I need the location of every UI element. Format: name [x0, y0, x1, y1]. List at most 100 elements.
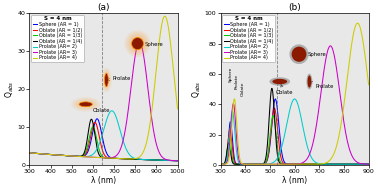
Prolate (AR= 3) — [366, 163, 371, 165]
Sphere (AR = 1) — [366, 163, 371, 165]
Sphere (AR = 1) — [364, 163, 368, 165]
Circle shape — [128, 34, 147, 53]
Oblate (AR = 1/3) — [175, 160, 180, 162]
Oblate (AR = 1/3) — [364, 163, 368, 165]
Oblate (AR = 1/4) — [44, 153, 48, 155]
Line: Oblate (AR = 1/4): Oblate (AR = 1/4) — [29, 119, 178, 161]
Oblate (AR = 1/3) — [366, 163, 371, 165]
Prolate (AR= 4) — [347, 56, 352, 58]
Prolate (AR= 3) — [27, 152, 32, 154]
Circle shape — [130, 36, 145, 52]
Ellipse shape — [102, 69, 111, 91]
Prolate (AR= 3) — [44, 153, 48, 155]
Prolate (AR= 4) — [129, 158, 133, 160]
Text: Sphere: Sphere — [229, 66, 233, 82]
Prolate (AR= 4) — [163, 15, 167, 17]
Prolate (AR= 3) — [90, 156, 95, 158]
Ellipse shape — [270, 77, 290, 86]
Prolate (AR= 4) — [282, 163, 286, 165]
Legend: Sphere (AR = 1), Oblate (AR = 1/2), Oblate (AR = 1/3), Oblate (AR = 1/4), Prolat: Sphere (AR = 1), Oblate (AR = 1/2), Obla… — [31, 15, 84, 62]
Sphere (AR = 1) — [172, 159, 177, 162]
Sphere (AR = 1) — [175, 160, 180, 162]
Prolate (AR= 4) — [244, 163, 248, 165]
Oblate (AR = 1/4) — [218, 163, 223, 165]
Oblate (AR = 1/4) — [27, 152, 32, 154]
Prolate (AR= 4) — [275, 163, 280, 165]
Oblate (AR = 1/3) — [53, 154, 57, 156]
Legend: Sphere (AR = 1), Oblate (AR = 1/2), Oblate (AR = 1/3), Oblate (AR = 1/4), Prolat: Sphere (AR = 1), Oblate (AR = 1/2), Obla… — [222, 15, 275, 62]
Ellipse shape — [101, 68, 112, 92]
Prolate (AR= 4) — [44, 153, 48, 155]
Circle shape — [291, 47, 307, 62]
Prolate (AR= 3) — [172, 159, 177, 162]
Prolate (AR= 4) — [27, 152, 32, 154]
Sphere (AR = 1) — [244, 163, 248, 165]
Prolate (AR= 3) — [175, 160, 180, 162]
Oblate (AR = 1/4) — [244, 163, 248, 165]
Oblate (AR = 1/3) — [243, 163, 247, 165]
Prolate (AR= 4) — [364, 61, 368, 63]
Oblate (AR = 1/4) — [270, 87, 274, 89]
Oblate (AR = 1/2) — [27, 152, 32, 154]
Oblate (AR = 1/2) — [90, 126, 95, 129]
Ellipse shape — [273, 79, 287, 84]
Sphere (AR = 1) — [275, 108, 280, 111]
Oblate (AR = 1/2) — [348, 163, 352, 165]
Ellipse shape — [103, 70, 110, 89]
Prolate (AR= 2) — [27, 152, 32, 154]
Ellipse shape — [75, 99, 96, 109]
Oblate (AR = 1/4) — [364, 163, 368, 165]
Prolate (AR= 2) — [90, 153, 95, 156]
Prolate (AR= 2) — [110, 110, 114, 112]
Oblate (AR = 1/2) — [282, 162, 286, 165]
Oblate (AR = 1/2) — [84, 152, 88, 154]
Sphere (AR = 1) — [273, 98, 277, 100]
Prolate (AR= 3) — [328, 45, 333, 47]
Y-axis label: Q$_{abs}$: Q$_{abs}$ — [191, 80, 203, 98]
Sphere (AR = 1) — [95, 118, 99, 120]
Oblate (AR = 1/2) — [244, 163, 248, 165]
Prolate (AR= 2) — [175, 160, 180, 162]
Oblate (AR = 1/3) — [90, 126, 95, 128]
Prolate (AR= 4) — [218, 163, 223, 165]
Oblate (AR = 1/2) — [156, 159, 161, 161]
Line: Sphere (AR = 1): Sphere (AR = 1) — [220, 99, 369, 164]
Oblate (AR = 1/3) — [218, 163, 223, 165]
X-axis label: λ (nm): λ (nm) — [282, 176, 307, 185]
Oblate (AR = 1/2) — [364, 163, 368, 165]
Oblate (AR = 1/3) — [282, 163, 286, 165]
Prolate (AR= 2) — [156, 159, 161, 161]
Prolate (AR= 3) — [235, 147, 240, 150]
Oblate (AR = 1/4) — [348, 163, 352, 165]
Oblate (AR = 1/4) — [282, 163, 286, 165]
Prolate (AR= 3) — [348, 149, 352, 152]
Oblate (AR = 1/4) — [89, 118, 94, 120]
Prolate (AR= 4) — [254, 163, 259, 165]
Oblate (AR = 1/3) — [156, 159, 161, 161]
Oblate (AR = 1/2) — [172, 159, 177, 162]
Ellipse shape — [307, 74, 312, 89]
Circle shape — [132, 38, 144, 50]
Sphere (AR = 1) — [282, 160, 286, 162]
Prolate (AR= 2) — [53, 154, 57, 156]
Line: Prolate (AR= 3): Prolate (AR= 3) — [29, 42, 178, 161]
Oblate (AR = 1/4) — [242, 163, 246, 165]
Oblate (AR = 1/2) — [301, 163, 306, 165]
Oblate (AR = 1/3) — [275, 146, 280, 149]
Oblate (AR = 1/2) — [175, 160, 180, 162]
Oblate (AR = 1/3) — [172, 159, 177, 162]
Prolate (AR= 4) — [172, 82, 177, 84]
Ellipse shape — [308, 75, 311, 88]
Line: Prolate (AR= 2): Prolate (AR= 2) — [29, 111, 178, 161]
Line: Sphere (AR = 1): Sphere (AR = 1) — [29, 119, 178, 161]
Oblate (AR = 1/2) — [93, 121, 97, 124]
Oblate (AR = 1/4) — [90, 121, 95, 123]
Prolate (AR= 2) — [292, 98, 297, 100]
Oblate (AR = 1/2) — [44, 153, 48, 155]
Oblate (AR = 1/4) — [172, 159, 177, 162]
Prolate (AR= 2) — [275, 157, 280, 159]
Ellipse shape — [105, 73, 108, 87]
Prolate (AR= 4) — [53, 154, 57, 156]
Line: Oblate (AR = 1/2): Oblate (AR = 1/2) — [29, 122, 178, 161]
Line: Prolate (AR= 4): Prolate (AR= 4) — [220, 23, 369, 164]
